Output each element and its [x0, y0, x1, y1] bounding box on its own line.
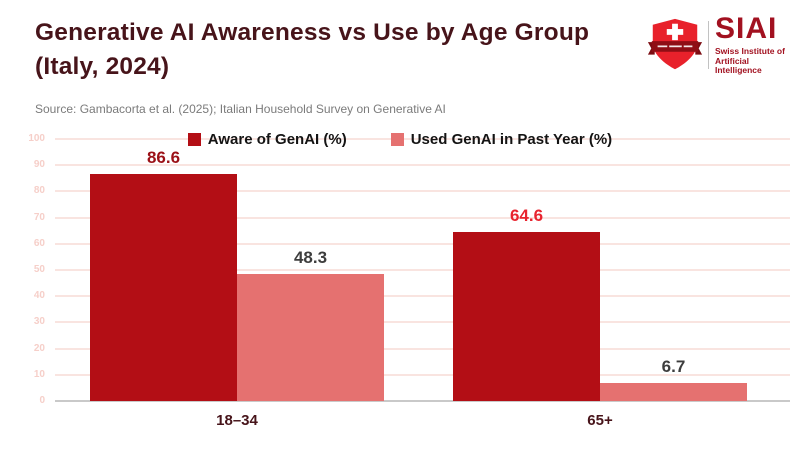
logo-divider [708, 21, 709, 69]
swiss-shield-icon [647, 18, 703, 70]
y-tick-label-10: 10 [33, 368, 45, 380]
y-tick-label-40: 40 [33, 290, 45, 302]
value-label-65+-series-0: 64.6 [509, 205, 544, 225]
logo-subtitle-line1: Swiss Institute of [715, 46, 785, 57]
logo-text: SIAI Swiss Institute of Artificial Intell… [715, 14, 796, 76]
gridline-20 [55, 347, 790, 350]
x-axis-baseline [55, 400, 790, 402]
bar-18–34-series-1 [237, 274, 384, 401]
siai-logo: SIAI Swiss Institute of Artificial Intell… [646, 14, 796, 76]
source-caption: Source: Gambacorta et al. (2025); Italia… [35, 102, 446, 116]
legend-label: Used GenAI in Past Year (%) [410, 130, 613, 148]
y-tick-label-80: 80 [33, 185, 45, 197]
legend-swatch-icon [187, 132, 201, 146]
y-tick-label-70: 70 [33, 211, 45, 223]
y-tick-label-90: 90 [33, 159, 45, 171]
logo-subtitle: Swiss Institute of Artificial Intelligenc… [715, 47, 796, 76]
bar-65+-series-1 [600, 383, 747, 401]
page-title: Generative AI Awareness vs Use by Age Gr… [35, 19, 590, 80]
value-label-18–34-series-1: 48.3 [293, 248, 328, 268]
x-tick-label-65+: 65+ [587, 412, 613, 429]
logo-subtitle-line2: Artificial Intelligence [715, 55, 762, 76]
y-tick-label-20: 20 [33, 342, 45, 354]
legend-label: Aware of GenAI (%) [207, 130, 347, 148]
gridline-80 [55, 190, 790, 193]
gridline-10 [55, 373, 790, 376]
legend-swatch-icon [390, 132, 404, 146]
value-label-18–34-series-0: 86.6 [146, 148, 181, 168]
legend-item-0: Aware of GenAI (%) [187, 130, 347, 148]
x-tick-label-18–34: 18–34 [216, 412, 258, 429]
y-tick-label-30: 30 [33, 316, 45, 328]
gridline-60 [55, 242, 790, 245]
legend-item-1: Used GenAI in Past Year (%) [390, 130, 613, 148]
gridline-40 [55, 295, 790, 298]
chart-legend: Aware of GenAI (%) Used GenAI in Past Yea… [0, 129, 800, 149]
gridline-30 [55, 321, 790, 324]
gridline-70 [55, 216, 790, 219]
logo-acronym: SIAI [715, 12, 778, 46]
y-tick-label-100: 100 [28, 133, 45, 144]
y-tick-label-60: 60 [33, 237, 45, 249]
value-label-65+-series-1: 6.7 [661, 357, 686, 377]
gridline-50 [55, 269, 790, 271]
bar-18–34-series-0 [90, 174, 237, 401]
y-tick-label-50: 50 [33, 264, 45, 275]
y-tick-label-0: 0 [39, 395, 45, 406]
gridline-100 [55, 138, 790, 140]
gridline-90 [55, 164, 790, 167]
bar-65+-series-0 [453, 231, 600, 401]
